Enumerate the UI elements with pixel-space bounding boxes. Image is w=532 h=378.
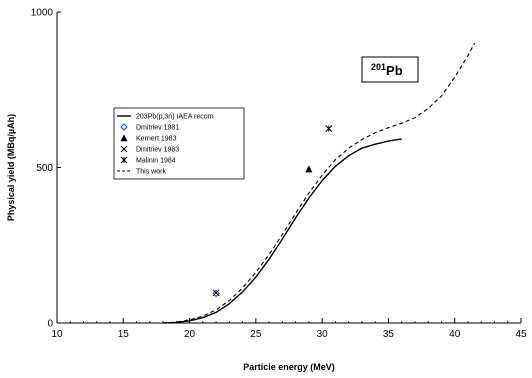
x-tick-label: 20: [184, 329, 196, 340]
legend: 203Pb(p,3n) IAEA recom Dmitriev 1981 Kerne…: [113, 107, 245, 180]
legend-marker: [120, 123, 128, 131]
x-tick-label: 15: [118, 329, 130, 340]
x-tick-label: 40: [449, 329, 461, 340]
y-axis-title: Physical yield (MBq/µAh): [6, 114, 16, 221]
legend-label: Dmitriev 1981: [136, 125, 179, 132]
plot-series: [163, 42, 476, 324]
data-point: [305, 165, 313, 173]
legend-label: Malinin 1984: [136, 158, 176, 165]
x-tick-label: 35: [383, 329, 395, 340]
series-2: [212, 289, 220, 298]
data-point: [325, 125, 333, 132]
isotope-annotation-text: 201Pb: [371, 62, 403, 78]
isotope-annotation: 201Pb: [361, 56, 419, 83]
x-axis: 10 15 20 25 30 35 40 45: [51, 318, 527, 340]
legend-marker: [120, 156, 128, 164]
series-1: [163, 138, 402, 324]
data-point: [212, 289, 220, 297]
series-6: [163, 42, 476, 324]
series-5: [325, 125, 333, 132]
x-tick-label: 30: [317, 329, 329, 340]
y-tick-label: 1000: [31, 8, 54, 19]
legend-box: [113, 107, 245, 180]
y-tick-label: 0: [47, 319, 53, 330]
y-axis: 0 500 1000: [31, 8, 61, 330]
series-3: [305, 165, 313, 173]
isotope-mass-number: 201: [371, 62, 386, 72]
isotope-annotation-box: [361, 56, 419, 83]
legend-label: This work: [136, 169, 166, 176]
iaea-recommended-curve: [163, 138, 402, 324]
legend-marker: [120, 145, 128, 153]
legend-items: 203Pb(p,3n) IAEA recom Dmitriev 1981 Kerne…: [117, 114, 214, 176]
legend-label: Kernert 1983: [136, 136, 177, 143]
isotope-element: Pb: [386, 63, 403, 78]
legend-label: Dmitriev 1983: [136, 147, 179, 154]
legend-label: 203Pb(p,3n) IAEA recom: [136, 114, 214, 121]
x-tick-label: 25: [250, 329, 262, 340]
legend-marker: [120, 134, 128, 142]
x-tick-label: 10: [51, 329, 63, 340]
x-ticks: 10 15 20 25 30 35 40 45: [51, 318, 527, 340]
y-ticks: 0 500 1000: [31, 8, 61, 330]
data-point: [212, 289, 220, 298]
this-work-curve: [163, 42, 476, 324]
x-tick-label: 45: [515, 329, 527, 340]
series-4: [212, 289, 220, 297]
y-tick-label: 500: [36, 163, 53, 174]
x-axis-title: Particle energy (MeV): [243, 362, 335, 372]
